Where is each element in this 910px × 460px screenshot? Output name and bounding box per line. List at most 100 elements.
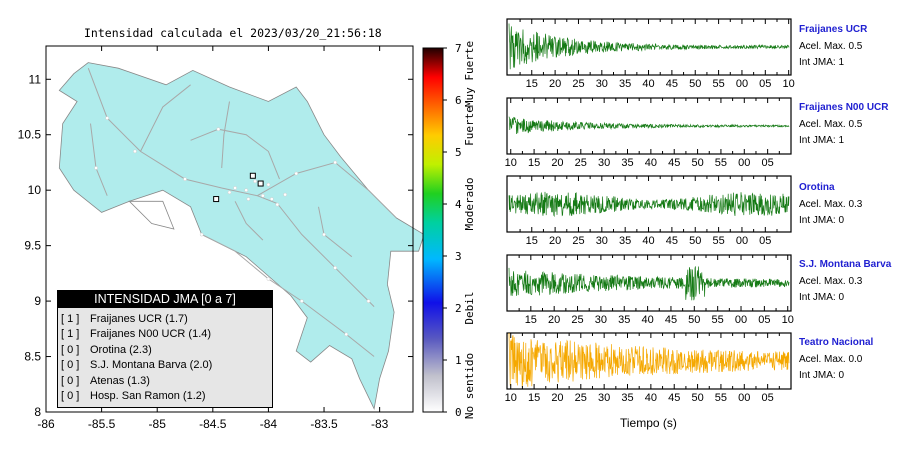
station-int: Int JMA: 1 [799, 57, 845, 68]
town-marker [366, 299, 371, 303]
legend-item: [ 0 ] Orotina (2.3) [61, 343, 272, 358]
map-y-tick-label: 9 [34, 294, 41, 308]
scale-tick-label: 2 [455, 302, 462, 315]
trace-tick-label: 30 [595, 314, 607, 326]
station-name: Fraijanes N00 UCR [799, 102, 889, 113]
station-info-sj-montana-barva: S.J. Montana Barva Acel. Max. 0.3 Int JM… [799, 259, 891, 303]
trace-tick-label: 25 [571, 314, 583, 326]
town-marker [344, 332, 349, 337]
trace-tick-label: 05 [762, 392, 774, 404]
map-x-tick-label: -85.5 [88, 417, 116, 431]
map-y-tick-label: 10 [28, 183, 42, 197]
trace-tick-label: 35 [618, 314, 630, 326]
town-marker [246, 197, 251, 201]
town-marker [294, 171, 299, 176]
legend-item: [ 1 ] Fraijanes N00 UCR (1.4) [61, 327, 272, 342]
town-marker [299, 299, 304, 303]
road-line [201, 234, 375, 357]
legend-item-text: Atenas (1.3) [90, 374, 150, 387]
trace-tick-label: 25 [572, 78, 584, 90]
trace-tick-label: 05 [758, 314, 770, 326]
trace-tick-label: 00 [736, 78, 748, 90]
trace-tick-label: 10 [505, 157, 517, 169]
trace-tick-label: 15 [528, 392, 540, 404]
town-marker [266, 182, 271, 187]
map-x-tick-label: -83.5 [310, 417, 338, 431]
legend-item: [ 1 ] Fraijanes UCR (1.7) [61, 312, 272, 327]
trace-tick-label: 20 [551, 392, 563, 404]
trace-tick-label: 50 [691, 392, 703, 404]
station-int: Int JMA: 1 [799, 135, 845, 146]
waveform-trace [508, 332, 790, 388]
station-name: Fraijanes UCR [799, 24, 868, 35]
trace-tick-label: 40 [645, 157, 657, 169]
scale-tick-label: 7 [455, 42, 462, 55]
trace-tick-label: 45 [665, 314, 677, 326]
station-int: Int JMA: 0 [799, 292, 845, 303]
road-line [190, 128, 280, 180]
trace-tick-label: 00 [738, 157, 750, 169]
scale-tick-label: 4 [455, 198, 462, 211]
intensity-legend: INTENSIDAD JMA [0 a 7] [ 1 ] Fraijanes UC… [57, 290, 273, 408]
town-marker [333, 265, 338, 270]
legend-item-level: [ 0 ] [61, 343, 80, 356]
trace-tick-label: 35 [619, 235, 631, 247]
town-marker [322, 232, 326, 237]
trace-tick-label: 00 [735, 314, 747, 326]
trace-tick-label: 05 [759, 235, 771, 247]
trace-tick-label: 35 [621, 157, 633, 169]
scale-tick-label: 3 [455, 250, 462, 263]
trace-tick-label: 50 [688, 314, 700, 326]
station-info-teatro-nacional: Teatro Nacional Acel. Max. 0.0 Int JMA: … [799, 337, 873, 381]
town-marker [94, 166, 98, 170]
legend-item-level: [ 0 ] [61, 389, 80, 402]
legend-items: [ 1 ] Fraijanes UCR (1.7) [ 1 ] Fraijanes … [58, 308, 272, 404]
trace-tick-label: 45 [668, 157, 680, 169]
station-info-fraijanes-n00-ucr: Fraijanes N00 UCR Acel. Max. 0.5 Int JMA… [799, 102, 888, 146]
trace-tick-label: 30 [598, 392, 610, 404]
trace-tick-label: 05 [762, 157, 774, 169]
station-int: Int JMA: 0 [799, 215, 845, 226]
trace-tick-label: 25 [575, 392, 587, 404]
trace-tick-label: 10 [505, 392, 517, 404]
map-y-tick-label: 10.5 [18, 128, 42, 142]
town-marker [269, 197, 274, 201]
trace-tick-label: 40 [645, 392, 657, 404]
scale-class-label: Fuerte [463, 106, 476, 146]
scale-class-label: Debil [463, 291, 476, 324]
scale-class-label: No sentido [463, 353, 476, 419]
station-accel: Acel. Max. 0.0 [799, 354, 863, 365]
station-accel: Acel. Max. 0.3 [799, 276, 863, 287]
trace-tick-label: 50 [689, 78, 701, 90]
town-marker [227, 190, 232, 195]
trace-tick-label: 55 [712, 78, 724, 90]
station-marker [249, 172, 256, 179]
town-marker [216, 127, 221, 132]
legend-item-text: Fraijanes N00 UCR (1.4) [90, 328, 212, 341]
station-accel: Acel. Max. 0.5 [799, 41, 863, 52]
waveform-trace [508, 266, 790, 301]
trace-tick-label: 15 [528, 157, 540, 169]
scale-bar [422, 47, 444, 413]
trace-tick-label: 35 [619, 78, 631, 90]
map-y-tick-label: 8 [34, 405, 41, 419]
trace-tick-label: 30 [598, 157, 610, 169]
trace-tick-label: 15 [526, 78, 538, 90]
map-y-tick-label: 11 [29, 72, 42, 86]
town-marker [105, 116, 110, 120]
station-name: S.J. Montana Barva [799, 259, 892, 270]
legend-item-text: S.J. Montana Barva (2.0) [90, 359, 213, 372]
waveform-trace [508, 116, 790, 135]
town-marker [233, 186, 237, 190]
legend-item-level: [ 1 ] [61, 328, 80, 341]
trace-tick-label: 00 [738, 392, 750, 404]
trace-tick-label: 50 [691, 157, 703, 169]
map-x-tick-label: -83 [371, 417, 389, 431]
trace-tick-label: 45 [666, 235, 678, 247]
trace-tick-label: 45 [666, 78, 678, 90]
station-int: Int JMA: 0 [799, 370, 845, 381]
map-x-tick-label: -84.5 [199, 417, 227, 431]
trace-tick-label: 40 [642, 78, 654, 90]
map-frame [45, 45, 414, 413]
